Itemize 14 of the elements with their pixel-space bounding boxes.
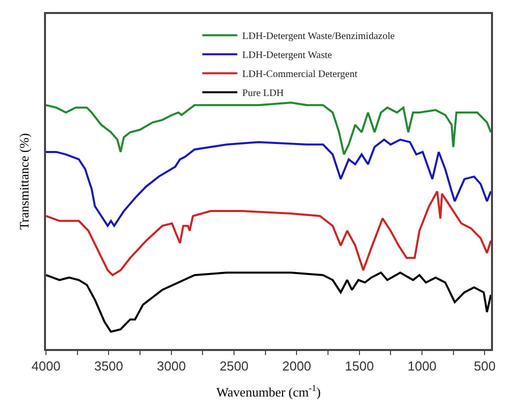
x-tick-label: 3500 [94,358,124,374]
x-tick-label: 4000 [32,358,60,374]
legend-label: LDH-Commercial Detergent [242,69,358,80]
x-tick-label: 1000 [408,358,437,374]
legend-label: Pure LDH [242,88,284,100]
y-axis-title: Transmittance (%) [16,133,32,230]
x-tick-label: 500 [474,358,496,374]
x-tick-label: 3000 [156,358,186,374]
x-axis-title: Wavenumber (cm$^{-1}$) [216,382,321,400]
x-tick-label: 2000 [282,358,312,374]
x-tick-label: 2500 [220,358,248,374]
x-tick-label: 1500 [344,358,374,374]
legend-label: LDH-Detergent Waste [242,50,332,62]
legend-label: LDH-Detergent Waste/Benzimidazole [242,31,396,42]
